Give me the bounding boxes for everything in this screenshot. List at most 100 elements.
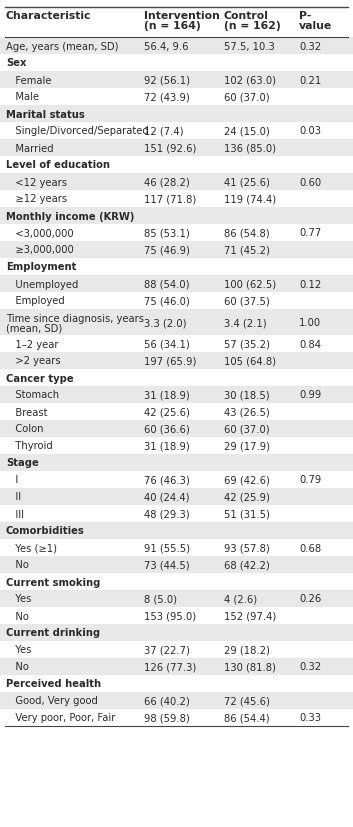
Text: No: No — [6, 662, 29, 672]
Bar — [0, 641, 353, 658]
Bar — [0, 309, 353, 336]
Text: 102 (63.0): 102 (63.0) — [224, 75, 276, 85]
Text: No: No — [6, 611, 29, 621]
Text: 3.4 (2.1): 3.4 (2.1) — [224, 318, 267, 327]
Text: 86 (54.8): 86 (54.8) — [224, 228, 270, 238]
Text: Very poor, Poor, Fair: Very poor, Poor, Fair — [6, 713, 115, 723]
Text: value: value — [299, 21, 332, 31]
Text: 0.12: 0.12 — [299, 280, 321, 289]
Text: 151 (92.6): 151 (92.6) — [144, 143, 196, 153]
Text: 0.99: 0.99 — [299, 390, 321, 400]
Text: 153 (95.0): 153 (95.0) — [144, 611, 196, 621]
Text: Monthly income (KRW): Monthly income (KRW) — [6, 211, 134, 222]
Bar — [0, 275, 353, 293]
Text: 92 (56.1): 92 (56.1) — [144, 75, 190, 85]
Text: 0.33: 0.33 — [299, 713, 321, 723]
Text: Control: Control — [224, 11, 269, 21]
Text: 100 (62.5): 100 (62.5) — [224, 280, 276, 289]
Text: 51 (31.5): 51 (31.5) — [224, 509, 270, 519]
Text: 0.79: 0.79 — [299, 475, 321, 485]
Bar — [0, 259, 353, 275]
Bar — [0, 106, 353, 123]
Text: III: III — [6, 509, 24, 519]
Text: 4 (2.6): 4 (2.6) — [224, 594, 257, 604]
Text: 29 (18.2): 29 (18.2) — [224, 645, 270, 655]
Text: Male: Male — [6, 93, 39, 103]
Text: 0.26: 0.26 — [299, 594, 321, 604]
Text: 8 (5.0): 8 (5.0) — [144, 594, 177, 604]
Text: 85 (53.1): 85 (53.1) — [144, 228, 190, 238]
Bar — [0, 386, 353, 404]
Bar — [0, 123, 353, 140]
Text: 0.60: 0.60 — [299, 177, 321, 187]
Text: 56 (34.1): 56 (34.1) — [144, 339, 190, 349]
Bar — [0, 437, 353, 455]
Text: Comorbidities: Comorbidities — [6, 526, 85, 536]
Text: <3,000,000: <3,000,000 — [6, 228, 74, 238]
Bar — [0, 624, 353, 641]
Text: (n = 164): (n = 164) — [144, 21, 201, 31]
Text: 1.00: 1.00 — [299, 318, 321, 327]
Text: 0.21: 0.21 — [299, 75, 321, 85]
Text: ≥3,000,000: ≥3,000,000 — [6, 245, 74, 256]
Text: 48 (29.3): 48 (29.3) — [144, 509, 190, 519]
Bar — [0, 370, 353, 386]
Text: Current drinking: Current drinking — [6, 628, 100, 638]
Text: 0.84: 0.84 — [299, 339, 321, 349]
Bar — [0, 72, 353, 88]
Bar — [0, 607, 353, 624]
Text: 75 (46.9): 75 (46.9) — [144, 245, 190, 256]
Bar — [0, 420, 353, 437]
Text: Level of education: Level of education — [6, 160, 110, 170]
Text: 0.32: 0.32 — [299, 41, 321, 51]
Text: 46 (28.2): 46 (28.2) — [144, 177, 190, 187]
Bar — [0, 88, 353, 106]
Text: 31 (18.9): 31 (18.9) — [144, 441, 190, 451]
Text: 72 (45.6): 72 (45.6) — [224, 696, 270, 705]
Text: 130 (81.8): 130 (81.8) — [224, 662, 276, 672]
Text: 75 (46.0): 75 (46.0) — [144, 296, 190, 306]
Text: 60 (37.0): 60 (37.0) — [224, 424, 270, 434]
Text: 56.4, 9.6: 56.4, 9.6 — [144, 41, 189, 51]
Text: Stomach: Stomach — [6, 390, 59, 400]
Bar — [0, 174, 353, 191]
Text: 3.3 (2.0): 3.3 (2.0) — [144, 318, 186, 327]
Text: Sex: Sex — [6, 59, 26, 69]
Bar — [0, 157, 353, 174]
Bar — [0, 208, 353, 225]
Text: 1–2 year: 1–2 year — [6, 339, 59, 349]
Bar — [0, 140, 353, 157]
Text: Age, years (mean, SD): Age, years (mean, SD) — [6, 41, 119, 51]
Text: 12 (7.4): 12 (7.4) — [144, 127, 184, 136]
Text: Time since diagnosis, years: Time since diagnosis, years — [6, 313, 144, 323]
Text: 24 (15.0): 24 (15.0) — [224, 127, 270, 136]
Bar — [0, 523, 353, 539]
Bar — [0, 709, 353, 726]
Text: 60 (37.5): 60 (37.5) — [224, 296, 270, 306]
Text: 93 (57.8): 93 (57.8) — [224, 543, 270, 552]
Bar — [0, 489, 353, 505]
Text: >2 years: >2 years — [6, 356, 61, 366]
Text: 57.5, 10.3: 57.5, 10.3 — [224, 41, 275, 51]
Text: Cancer type: Cancer type — [6, 373, 74, 383]
Bar — [0, 505, 353, 523]
Bar — [0, 658, 353, 675]
Text: Current smoking: Current smoking — [6, 576, 100, 587]
Text: (mean, SD): (mean, SD) — [6, 323, 62, 333]
Text: 152 (97.4): 152 (97.4) — [224, 611, 276, 621]
Text: 30 (18.5): 30 (18.5) — [224, 390, 270, 400]
Text: 197 (65.9): 197 (65.9) — [144, 356, 196, 366]
Text: 69 (42.6): 69 (42.6) — [224, 475, 270, 485]
Text: 105 (64.8): 105 (64.8) — [224, 356, 276, 366]
Bar — [0, 675, 353, 692]
Text: 71 (45.2): 71 (45.2) — [224, 245, 270, 256]
Bar — [0, 471, 353, 489]
Text: 91 (55.5): 91 (55.5) — [144, 543, 190, 552]
Bar — [0, 404, 353, 420]
Text: 42 (25.6): 42 (25.6) — [144, 407, 190, 417]
Bar — [0, 590, 353, 607]
Text: Characteristic: Characteristic — [6, 11, 91, 21]
Text: Yes: Yes — [6, 645, 31, 655]
Bar — [0, 8, 353, 38]
Text: 136 (85.0): 136 (85.0) — [224, 143, 276, 153]
